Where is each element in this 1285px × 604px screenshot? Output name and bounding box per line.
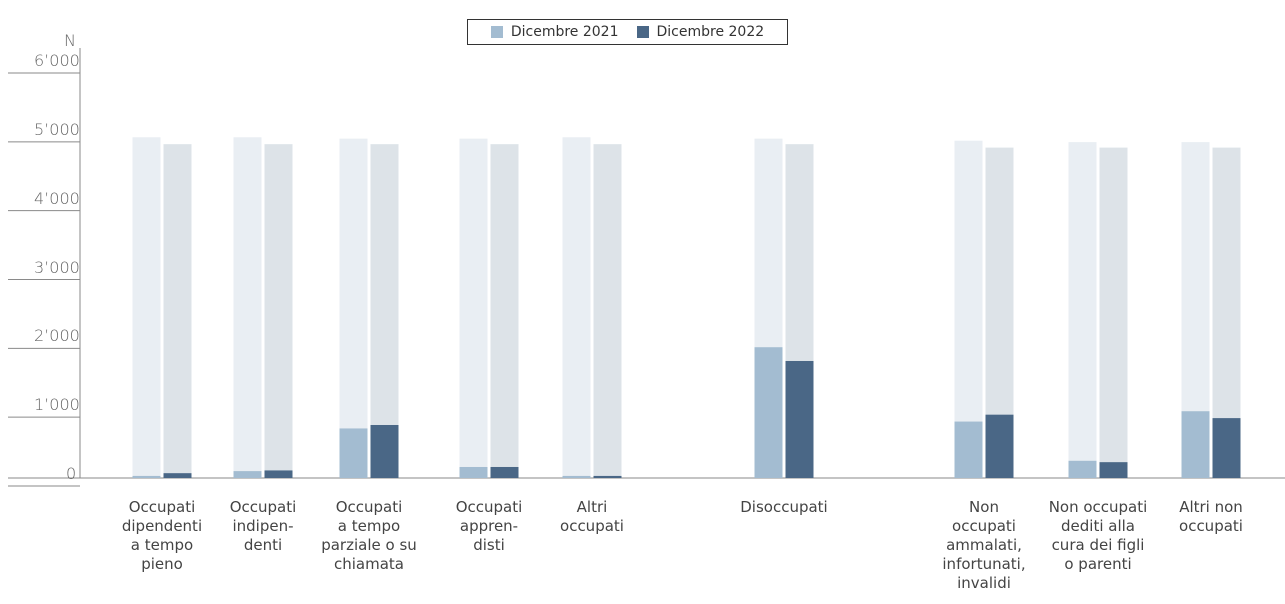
x-category-label: Occupati indipen- denti xyxy=(229,498,297,554)
bar-2022 xyxy=(264,470,293,478)
bar-total-2021 xyxy=(233,137,262,478)
bar-2022 xyxy=(785,360,814,478)
y-tick-label: 3’000 xyxy=(34,257,80,277)
bar-total-2021 xyxy=(459,138,488,478)
bar-total-2021 xyxy=(132,137,161,478)
legend-item-2022: Dicembre 2022 xyxy=(636,24,765,40)
y-tick-label: 2’000 xyxy=(34,326,80,346)
bar-2021 xyxy=(233,471,262,478)
y-tick-label: 1’000 xyxy=(34,395,80,415)
bar-total-2021 xyxy=(1068,142,1097,479)
x-category-label: Occupati dipendenti a tempo pieno xyxy=(121,498,203,573)
bar-total-2021 xyxy=(562,137,591,478)
x-category-label: Occupati a tempo parziale o su chiamata xyxy=(321,498,417,573)
bar-total-2022 xyxy=(593,144,622,479)
bar-2022 xyxy=(1212,418,1241,478)
bar-2021 xyxy=(754,347,783,478)
bar-2022 xyxy=(985,414,1014,478)
bar-2022 xyxy=(1099,462,1128,478)
y-tick-label: 0 xyxy=(66,464,77,483)
x-category-label: Non occupati dediti alla cura dei figli … xyxy=(1048,498,1148,573)
bar-2022 xyxy=(490,466,519,478)
bar-total-2022 xyxy=(264,144,293,479)
legend-item-2021: Dicembre 2021 xyxy=(490,24,619,40)
y-tick-label: 6’000 xyxy=(34,51,80,70)
legend-swatch-2022 xyxy=(636,26,649,38)
bar-2021 xyxy=(459,466,488,478)
legend-label-2022: Dicembre 2022 xyxy=(656,24,765,40)
bar-total-2021 xyxy=(339,138,368,478)
bar-2021 xyxy=(1068,460,1097,478)
bar-2022 xyxy=(593,475,622,478)
x-category-label: Disoccupati xyxy=(740,498,828,516)
y-tick-label: 5’000 xyxy=(34,119,80,139)
bar-total-2022 xyxy=(163,144,192,479)
bar-total-2022 xyxy=(490,144,519,479)
x-category-label: Non occupati ammalati, infortunati, inva… xyxy=(942,498,1026,592)
bar-2021 xyxy=(1181,411,1210,478)
bar-total-2022 xyxy=(1099,147,1128,478)
bar-2021 xyxy=(132,475,161,478)
x-category-label: Altri occupati xyxy=(560,498,624,535)
x-category-label: Altri non occupati xyxy=(1179,498,1243,535)
legend-swatch-2021 xyxy=(490,26,503,38)
y-axis-unit-label: N xyxy=(64,31,76,50)
legend-label-2021: Dicembre 2021 xyxy=(510,24,619,40)
bar-2022 xyxy=(163,473,192,478)
bar-2021 xyxy=(562,475,591,478)
y-tick-label: 4’000 xyxy=(34,188,80,208)
x-category-label: Occupati appren- disti xyxy=(455,498,523,554)
chart-legend: Dicembre 2021 Dicembre 2022 xyxy=(467,19,788,45)
bar-2021 xyxy=(954,421,983,478)
bar-total-2022 xyxy=(370,144,399,479)
bar-2021 xyxy=(339,428,368,478)
bar-2022 xyxy=(370,424,399,478)
